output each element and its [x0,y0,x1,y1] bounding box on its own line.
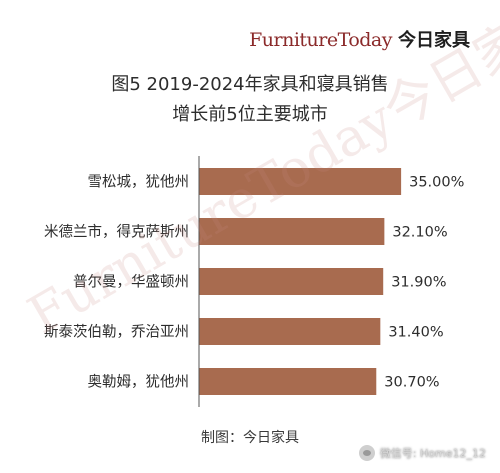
category-label: 雪松城，犹他州 [88,174,190,191]
bar-4 [199,318,381,345]
brand-header: FurnitureToday 今日家具 [249,26,470,52]
chart-title: 图5 2019-2024年家具和寝具销售 增长前5位主要城市 [0,70,500,130]
value-label: 31.40% [388,325,443,341]
category-label: 斯泰茨伯勒，乔治亚州 [44,324,189,341]
chart-title-line2: 增长前5位主要城市 [172,104,328,125]
value-label: 35.00% [409,175,464,191]
brand-logo: FurnitureToday [249,29,392,51]
chart-title-line1: 图5 2019-2024年家具和寝具销售 [111,74,389,95]
value-label: 31.90% [391,275,446,291]
wechat-id-text: 微信号: Home12_12 [379,447,486,460]
wechat-icon [358,445,375,461]
category-label: 米德兰市，得克萨斯州 [44,224,189,241]
bar-3 [199,268,384,295]
category-label: 普尔曼，华盛顿州 [73,274,189,291]
bar-1 [199,168,402,195]
bar-5 [199,368,377,395]
bar-2 [199,218,385,245]
category-label: 奥勒姆，犹他州 [88,374,190,391]
value-label: 30.70% [384,375,439,391]
wechat-id-badge: 微信号: Home12_12 [358,445,486,461]
value-label: 32.10% [392,225,447,241]
chart-credit: 制图：今日家具 [201,430,299,446]
brand-chinese-name: 今日家具 [398,30,470,51]
